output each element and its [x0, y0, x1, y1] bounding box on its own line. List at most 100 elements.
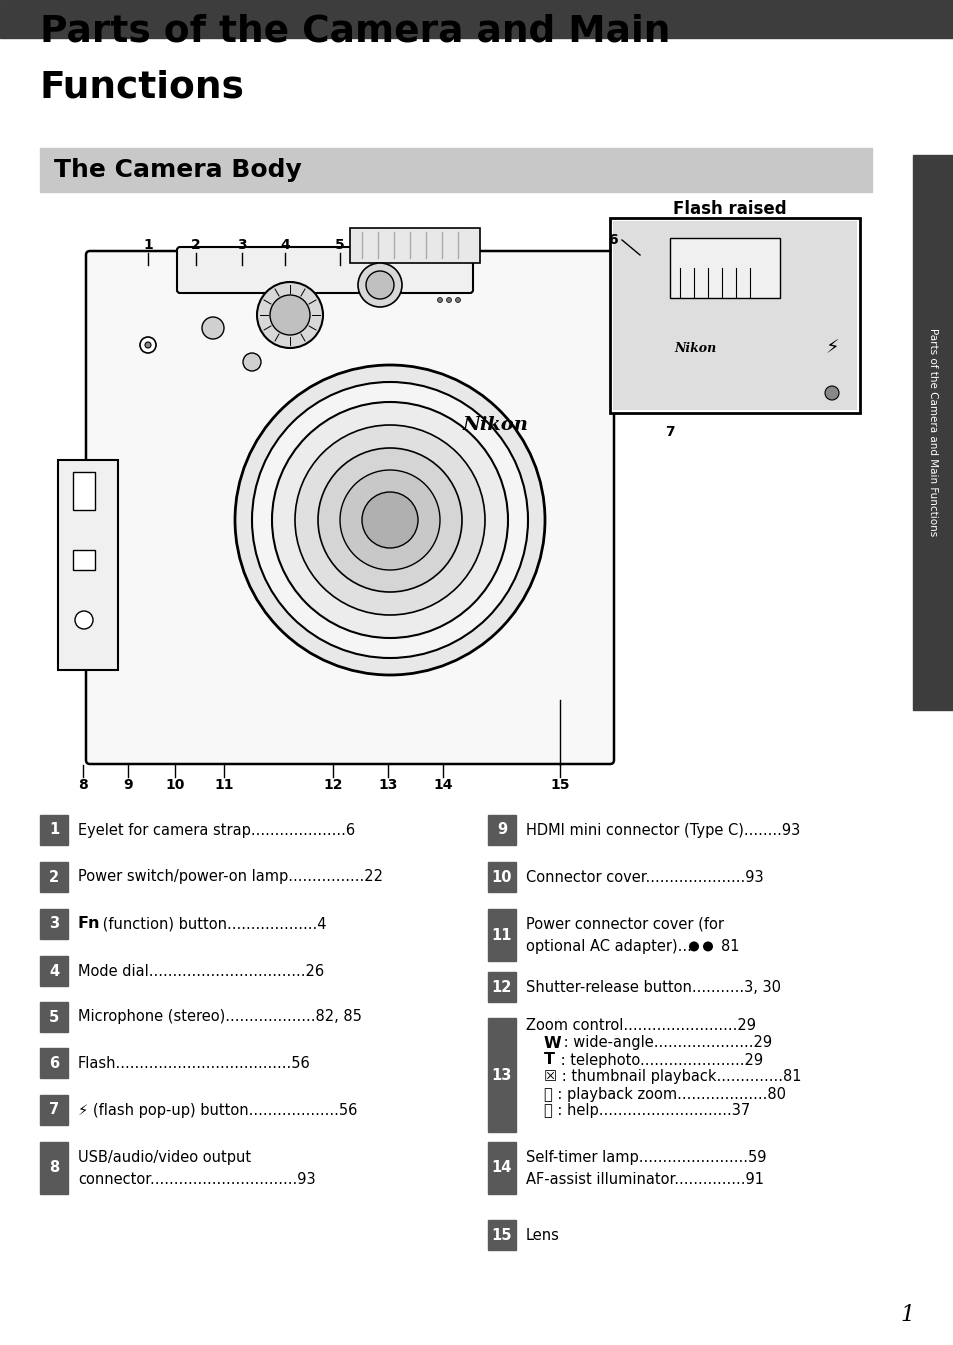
Text: USB/audio/video output: USB/audio/video output [78, 1150, 251, 1165]
Bar [488, 909, 516, 960]
Text: 15: 15 [550, 777, 569, 792]
Text: 12: 12 [492, 979, 512, 994]
Circle shape [437, 297, 442, 303]
Bar [73, 550, 95, 570]
Circle shape [202, 317, 224, 339]
Bar [40, 862, 68, 892]
Text: 6: 6 [608, 233, 618, 247]
Circle shape [366, 270, 394, 299]
Text: HDMI mini connector (Type C)........93: HDMI mini connector (Type C)........93 [525, 823, 800, 838]
Text: 7: 7 [664, 425, 674, 438]
Text: Power switch/power-on lamp................22: Power switch/power-on lamp..............… [78, 869, 382, 885]
Text: 6: 6 [49, 1056, 59, 1071]
Text: 14: 14 [492, 1161, 512, 1176]
Circle shape [75, 611, 92, 629]
Circle shape [140, 338, 156, 352]
Circle shape [270, 295, 310, 335]
Text: 81: 81 [720, 939, 739, 954]
Text: 5: 5 [49, 1010, 59, 1025]
Circle shape [272, 402, 507, 638]
Text: Functions: Functions [40, 69, 245, 105]
Circle shape [339, 469, 439, 570]
Bar [40, 909, 68, 939]
Bar [350, 229, 479, 264]
Bar [40, 1048, 68, 1077]
Text: 4: 4 [280, 238, 290, 252]
Text: 1: 1 [143, 238, 152, 252]
Text: optional AC adapter)....: optional AC adapter).... [525, 939, 696, 954]
Text: Parts of the Camera and Main Functions: Parts of the Camera and Main Functions [927, 328, 937, 537]
Text: 7: 7 [49, 1103, 59, 1118]
Text: Flash raised: Flash raised [673, 200, 786, 218]
Circle shape [361, 492, 417, 547]
Text: W: W [543, 1036, 561, 1050]
Text: 15: 15 [491, 1228, 512, 1243]
Text: Zoom control........................29: Zoom control........................29 [525, 1018, 755, 1033]
Text: Lens: Lens [525, 1228, 559, 1243]
Bar [488, 1142, 516, 1194]
Bar [613, 221, 856, 410]
Text: Shutter-release button...........3, 30: Shutter-release button...........3, 30 [525, 979, 781, 994]
Circle shape [294, 425, 484, 615]
Circle shape [243, 352, 261, 371]
Text: Eyelet for camera strap....................6: Eyelet for camera strap.................… [78, 823, 355, 838]
Text: (function) button...................4: (function) button...................4 [98, 916, 326, 932]
Text: ☒ : thumbnail playback..............81: ☒ : thumbnail playback..............81 [543, 1069, 801, 1084]
Bar [912, 155, 953, 710]
Bar [488, 1220, 516, 1250]
Text: connector...............................93: connector...............................… [78, 1171, 315, 1186]
Text: Microphone (stereo)...................82, 85: Microphone (stereo)...................82… [78, 1010, 361, 1025]
Text: Self-timer lamp.......................59: Self-timer lamp.......................59 [525, 1150, 765, 1165]
Text: Flash.....................................56: Flash...................................… [78, 1056, 311, 1071]
Bar [40, 956, 68, 986]
Text: 13: 13 [378, 777, 397, 792]
Text: 3: 3 [237, 238, 247, 252]
Bar [40, 1142, 68, 1194]
Circle shape [455, 297, 460, 303]
Bar [40, 1002, 68, 1032]
Bar [58, 460, 118, 670]
Bar [669, 238, 780, 299]
Text: 8: 8 [49, 1161, 59, 1176]
Text: ❓ : help............................37: ❓ : help............................37 [543, 1103, 749, 1119]
Text: : telephoto......................29: : telephoto......................29 [556, 1053, 762, 1068]
Bar [0, 0, 953, 38]
Bar [40, 148, 871, 192]
Text: 🔍 : playback zoom...................80: 🔍 : playback zoom...................80 [543, 1087, 785, 1102]
Text: Power connector cover (for: Power connector cover (for [525, 916, 723, 931]
Text: 12: 12 [323, 777, 342, 792]
Bar [40, 1095, 68, 1124]
Text: Nikon: Nikon [673, 342, 716, 355]
Text: 3: 3 [49, 916, 59, 932]
Text: : wide-angle.....................29: : wide-angle.....................29 [558, 1036, 771, 1050]
Text: 11: 11 [491, 928, 512, 943]
Text: 13: 13 [492, 1068, 512, 1083]
Circle shape [317, 448, 461, 592]
Text: Fn: Fn [78, 916, 100, 932]
Bar [609, 218, 859, 413]
Text: Parts of the Camera and Main: Parts of the Camera and Main [40, 13, 670, 50]
Bar [488, 972, 516, 1002]
Circle shape [256, 282, 323, 348]
Bar [40, 815, 68, 845]
Text: 10: 10 [165, 777, 185, 792]
Text: 9: 9 [497, 823, 507, 838]
Text: 1: 1 [49, 823, 59, 838]
Text: 2: 2 [191, 238, 201, 252]
Circle shape [824, 386, 838, 399]
Text: ⚡ (flash pop-up) button...................56: ⚡ (flash pop-up) button.................… [78, 1103, 357, 1118]
Circle shape [446, 297, 451, 303]
Text: 11: 11 [214, 777, 233, 792]
Text: Mode dial.................................26: Mode dial...............................… [78, 963, 324, 979]
Text: 5: 5 [335, 238, 345, 252]
Text: 2: 2 [49, 869, 59, 885]
FancyBboxPatch shape [86, 252, 614, 764]
Bar [488, 815, 516, 845]
Text: The Camera Body: The Camera Body [54, 157, 301, 182]
Circle shape [145, 342, 151, 348]
Text: Nikon: Nikon [461, 416, 527, 434]
Circle shape [252, 382, 527, 658]
Text: 10: 10 [491, 869, 512, 885]
Text: Connector cover.....................93: Connector cover.....................93 [525, 869, 762, 885]
Text: T: T [543, 1053, 555, 1068]
